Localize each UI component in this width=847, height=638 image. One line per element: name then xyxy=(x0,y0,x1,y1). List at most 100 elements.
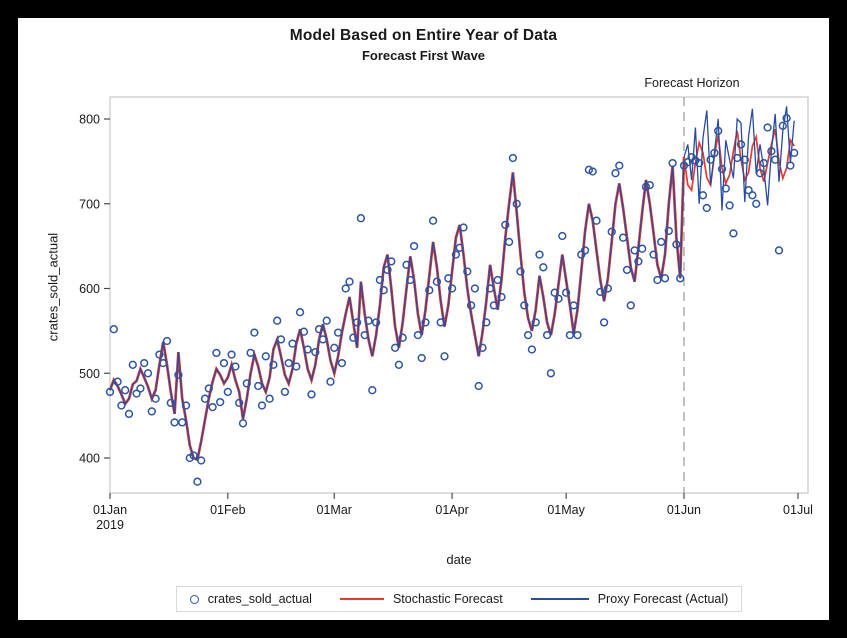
data-point xyxy=(466,301,476,310)
chart-subtitle: Forecast First Wave xyxy=(361,48,486,63)
data-point xyxy=(638,244,647,253)
data-point xyxy=(368,386,377,395)
series-lines-group xyxy=(108,106,795,462)
y-tick-label: 400 xyxy=(79,452,100,466)
chart-title: Model Based on Entire Year of Data xyxy=(289,27,558,44)
fit-line-red-under xyxy=(108,157,686,462)
data-point xyxy=(721,184,730,193)
x-tick-label: 01Apr xyxy=(435,503,468,517)
data-point xyxy=(383,265,392,275)
legend-wrap: crates_sold_actual Stochastic Forecast P… xyxy=(110,586,808,612)
data-point xyxy=(698,191,708,200)
data-point xyxy=(352,318,362,327)
data-point xyxy=(565,330,575,340)
data-point xyxy=(394,360,404,369)
data-point xyxy=(539,263,548,272)
data-point xyxy=(284,358,293,368)
data-point xyxy=(676,274,685,283)
y-tick-label: 600 xyxy=(79,282,100,296)
data-point xyxy=(558,231,567,241)
data-point xyxy=(569,301,578,310)
plot-border xyxy=(109,96,809,494)
legend-label-proxy: Proxy Forecast (Actual) xyxy=(597,592,729,606)
data-point xyxy=(478,343,487,352)
data-point xyxy=(360,330,369,340)
data-point xyxy=(121,386,130,395)
x-axis-title: date xyxy=(446,552,472,567)
x-tick-label: 01May xyxy=(547,503,585,517)
data-point xyxy=(470,284,480,293)
data-point xyxy=(672,240,681,249)
data-point xyxy=(611,169,620,178)
data-point xyxy=(337,358,347,368)
data-point xyxy=(508,153,518,163)
data-point xyxy=(702,203,711,213)
data-point xyxy=(763,123,772,132)
data-point xyxy=(596,287,605,297)
legend-circle-marker-icon xyxy=(189,594,199,604)
data-point xyxy=(752,199,761,208)
data-point xyxy=(736,140,746,149)
data-point xyxy=(235,398,244,408)
data-point xyxy=(778,121,787,130)
data-point xyxy=(729,229,738,238)
data-point xyxy=(170,418,179,427)
data-point xyxy=(447,284,457,293)
data-point xyxy=(459,223,468,232)
data-point xyxy=(181,401,191,410)
data-point xyxy=(250,328,259,337)
legend: crates_sold_actual Stochastic Forecast P… xyxy=(175,586,743,612)
data-point xyxy=(318,335,328,344)
data-point xyxy=(421,318,430,327)
data-point xyxy=(349,333,358,342)
data-point xyxy=(330,343,339,352)
data-point xyxy=(615,161,624,170)
data-point xyxy=(295,308,305,317)
data-point xyxy=(162,336,172,346)
data-point xyxy=(512,199,521,208)
x-tick-label: 01Mar xyxy=(317,503,352,517)
data-point xyxy=(197,456,206,465)
data-point xyxy=(493,275,502,285)
data-point xyxy=(288,339,297,348)
data-point xyxy=(523,330,533,340)
fit-line-blue-over xyxy=(109,157,685,461)
data-point xyxy=(497,292,506,302)
data-point xyxy=(527,345,537,354)
data-point xyxy=(561,288,571,297)
data-point xyxy=(303,345,312,354)
data-point xyxy=(588,167,597,176)
data-point xyxy=(219,358,229,368)
legend-blue-line-icon xyxy=(530,598,589,600)
data-point xyxy=(390,343,400,352)
data-point xyxy=(607,227,616,236)
data-point xyxy=(482,318,491,327)
data-point xyxy=(155,350,164,359)
data-point xyxy=(246,348,255,358)
data-point xyxy=(432,277,442,286)
data-point xyxy=(276,335,286,344)
data-point xyxy=(189,451,198,460)
data-point xyxy=(436,318,445,327)
data-point xyxy=(535,250,544,259)
data-point xyxy=(223,387,232,397)
data-point xyxy=(584,165,594,174)
y-tick-label: 800 xyxy=(79,113,100,127)
data-point xyxy=(174,370,183,380)
data-point xyxy=(124,409,134,419)
data-point xyxy=(599,318,609,327)
data-point xyxy=(573,330,582,340)
data-point xyxy=(113,377,122,386)
data-point xyxy=(733,153,742,163)
data-point xyxy=(417,353,426,363)
data-point xyxy=(748,191,757,200)
data-point xyxy=(767,147,776,156)
data-point xyxy=(618,233,628,242)
data-point xyxy=(630,246,639,255)
data-point xyxy=(136,384,145,393)
data-point xyxy=(398,333,407,342)
data-point xyxy=(592,216,601,225)
data-point xyxy=(322,316,331,325)
